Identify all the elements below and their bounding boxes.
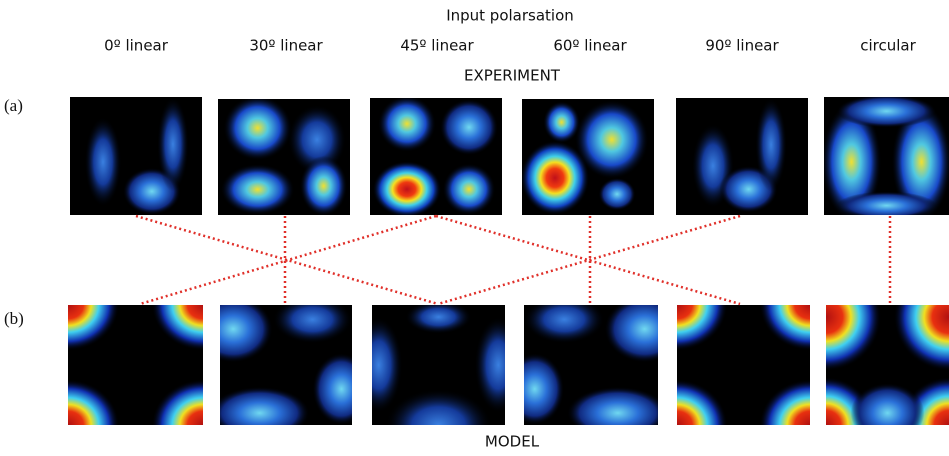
- model-image: [505, 295, 685, 439]
- row-label: (b): [4, 309, 24, 328]
- experiment-image: [676, 98, 808, 215]
- column-label: 90º linear: [705, 37, 779, 55]
- experiment-image: [822, 95, 949, 221]
- row-label: (a): [4, 96, 23, 115]
- connector-lines: [136, 216, 890, 304]
- experiment-image: [218, 96, 350, 217]
- column-label: 45º linear: [400, 37, 474, 55]
- column-label: circular: [860, 37, 916, 55]
- column-label: 30º linear: [249, 37, 323, 55]
- figure-title: Input polarsation: [446, 7, 574, 25]
- row-title: MODEL: [485, 433, 540, 451]
- column-label: 60º linear: [553, 37, 627, 55]
- model-image: [194, 295, 371, 439]
- experiment-image: [370, 96, 502, 218]
- row-title: EXPERIMENT: [464, 67, 561, 85]
- experiment-image: [521, 99, 654, 215]
- figure: Input polarsation 0º linear 30º linear 4…: [0, 0, 949, 456]
- model-image: [626, 259, 860, 456]
- experiment-image: [70, 97, 202, 215]
- column-label: 0º linear: [104, 37, 169, 55]
- model-image: [17, 259, 255, 456]
